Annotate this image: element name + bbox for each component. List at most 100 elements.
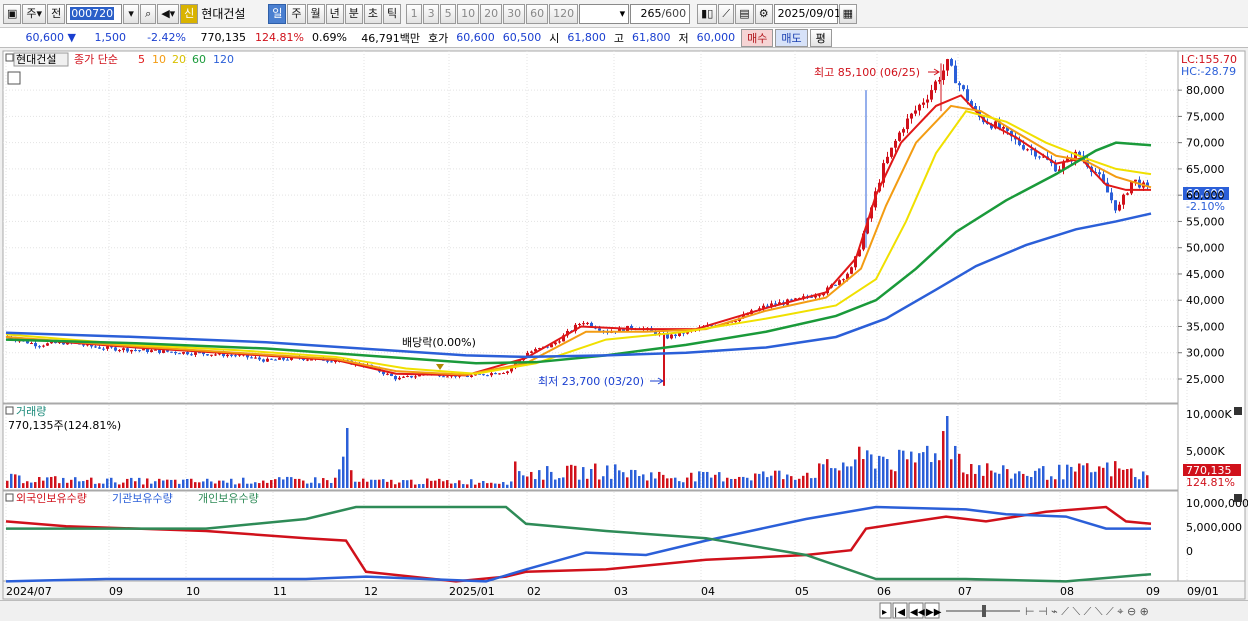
sell-button[interactable]: 매도: [775, 28, 808, 47]
volume-bar: [414, 484, 417, 488]
vol-cur-pct: 124.81%: [1186, 476, 1235, 489]
interval-10[interactable]: 10: [457, 3, 480, 24]
volume-bar: [690, 472, 693, 488]
search-icon[interactable]: ⌕: [140, 3, 157, 24]
volume-bar: [370, 479, 373, 488]
candle-body: [490, 373, 493, 376]
hold-tick-0: 0: [1186, 545, 1193, 558]
volume-bar: [302, 480, 305, 488]
period-month[interactable]: 월: [306, 3, 325, 24]
volume-bar: [234, 484, 237, 488]
avg-button[interactable]: 평: [809, 28, 832, 47]
type-button[interactable]: 전: [47, 3, 66, 24]
volume-bar: [574, 465, 577, 488]
candle-body: [546, 346, 549, 348]
volume-bar: [742, 476, 745, 488]
volume-bar: [762, 471, 765, 488]
speaker-icon[interactable]: ◀▾: [157, 3, 180, 24]
interval-120[interactable]: 120: [549, 3, 579, 24]
y-tick-label: 45,000: [1186, 268, 1225, 281]
gear-icon[interactable]: ⚙: [754, 3, 773, 24]
volume-bar: [698, 471, 701, 488]
volume-bar: [658, 471, 661, 488]
ma-line-ma120: [5, 212, 1152, 359]
period-minute[interactable]: 분: [344, 3, 363, 24]
count-input[interactable]: 265/600: [630, 3, 691, 24]
volume-bar: [682, 482, 685, 488]
interval-5[interactable]: 5: [440, 3, 457, 24]
period-week[interactable]: 주: [287, 3, 306, 24]
buy-button[interactable]: 매수: [741, 28, 774, 47]
candle-body: [286, 359, 289, 361]
scroll-buttons[interactable]: ▸ |◀ ◀◀ ▶▶: [879, 602, 942, 619]
interval-1[interactable]: 1: [406, 3, 423, 24]
market-select[interactable]: 주 ▾: [22, 3, 47, 24]
interval-custom[interactable]: ▾: [579, 3, 630, 24]
volume-bar: [258, 483, 261, 488]
interval-3[interactable]: 3: [423, 3, 440, 24]
volume-bar: [770, 475, 773, 488]
volume-bar: [378, 479, 381, 488]
volume-bar: [138, 477, 141, 488]
volume-bar: [1062, 479, 1065, 488]
table-icon[interactable]: [7, 71, 21, 85]
volume-bar: [898, 449, 901, 488]
candle-body: [578, 323, 581, 325]
ma-line-ma10: [5, 104, 1152, 376]
candle-body: [822, 293, 825, 296]
period-tick[interactable]: 틱: [383, 3, 402, 24]
menu-icon[interactable]: ▣: [3, 3, 22, 24]
volume-bar: [810, 478, 813, 488]
interval-60[interactable]: 60: [526, 3, 549, 24]
candle-body: [94, 346, 97, 348]
candle-body: [774, 303, 777, 305]
draw-tools[interactable]: ⊢ ⊣ ⌁ ⟋ ⟍ ⟋ ⟍ ⟋ ⌖ ⊖ ⊕: [1025, 605, 1149, 618]
volume-bar: [470, 479, 473, 488]
line-icon[interactable]: ⟋: [718, 3, 735, 24]
candle-body: [302, 358, 305, 360]
volume-bar: [562, 477, 565, 488]
dropdown-icon[interactable]: ▾: [123, 3, 140, 24]
calendar-icon[interactable]: ▦: [838, 3, 857, 24]
date-input[interactable]: 2025/09/01: [773, 3, 841, 24]
interval-30[interactable]: 30: [503, 3, 526, 24]
period-second[interactable]: 초: [363, 3, 383, 24]
volume-bar: [882, 456, 885, 488]
volume-bar: [618, 470, 621, 488]
volume-bar: [50, 476, 53, 488]
svg-text:|◀: |◀: [894, 607, 905, 618]
volume-bar: [1038, 468, 1041, 488]
volume-bar: [38, 477, 41, 488]
zoom-handle[interactable]: [982, 605, 986, 617]
moving-averages: [5, 94, 1152, 377]
period-year[interactable]: 년: [325, 3, 344, 24]
volume-bar: [490, 482, 493, 488]
candle-body: [386, 373, 389, 375]
candle-icon[interactable]: ▮▯: [697, 3, 718, 24]
period-day[interactable]: 일: [268, 3, 287, 24]
volume-bar: [986, 463, 989, 488]
save-icon[interactable]: ▤: [735, 3, 754, 24]
volume-bar: [838, 470, 841, 488]
volume-bar: [430, 480, 433, 488]
volume-bar: [570, 464, 573, 488]
volume-bar: [286, 476, 289, 488]
volume-bar: [218, 480, 221, 488]
stock-code-input[interactable]: 000720: [66, 3, 123, 24]
volume-bar: [1134, 477, 1137, 488]
quote-open: 61,800: [567, 31, 606, 44]
x-ticks: 2024/07 09 10 11 12 2025/01 02 03 04 05 06 07 08 09 09…: [6, 585, 1219, 598]
vol-menu-icon[interactable]: [5, 406, 14, 415]
vol-close-icon[interactable]: [1234, 407, 1242, 415]
interval-20[interactable]: 20: [480, 3, 503, 24]
hold-close-icon[interactable]: [1234, 494, 1242, 502]
volume-bar: [262, 480, 265, 488]
volume-bar: [862, 459, 865, 488]
volume-bar: [522, 475, 525, 488]
candle-body: [130, 349, 133, 352]
low-arrow: [650, 377, 664, 385]
candle-body: [82, 344, 85, 346]
volume-bar: [778, 470, 781, 488]
hold-menu-icon[interactable]: [5, 493, 14, 502]
